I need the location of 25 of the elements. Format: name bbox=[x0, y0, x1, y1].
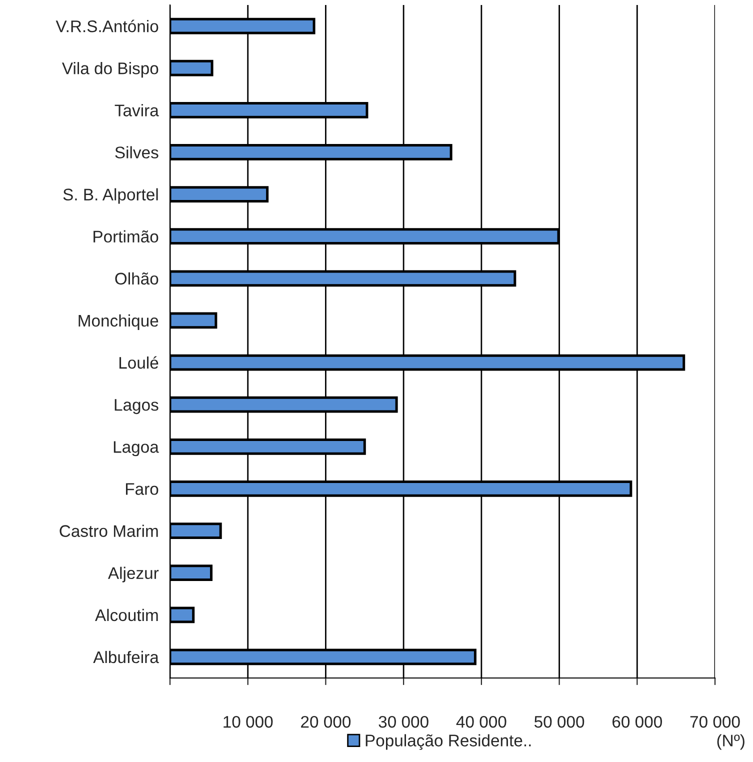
y-tick-label: Albufeira bbox=[93, 650, 159, 664]
x-tick-label: 70 000 bbox=[690, 716, 740, 728]
y-tick-label: Olhão bbox=[115, 272, 158, 285]
y-tick-label: Lagos bbox=[114, 399, 158, 414]
x-tick-label: 50 000 bbox=[534, 716, 584, 728]
y-tick-label: Faro bbox=[126, 483, 158, 495]
y-tick-label: Loulé bbox=[119, 356, 158, 369]
legend-label: População Residente.. bbox=[366, 734, 531, 750]
y-tick-label: Castro Marim bbox=[60, 524, 158, 537]
y-tick-label: V.R.S.António bbox=[56, 20, 158, 32]
y-tick-label: Silves bbox=[115, 146, 158, 158]
y-tick-label: Monchique bbox=[78, 314, 158, 330]
y-tick-label: Portimão bbox=[94, 230, 158, 243]
x-tick-label: 30 000 bbox=[378, 716, 428, 728]
y-tick-label: Aljezur bbox=[108, 566, 159, 582]
x-tick-label: 60 000 bbox=[612, 716, 662, 728]
y-tick-label: S. B. Alportel bbox=[63, 188, 158, 204]
y-tick-label: Vila do Bispo bbox=[62, 62, 158, 78]
x-tick-label: 40 000 bbox=[456, 716, 506, 728]
y-tick-label: Tavira bbox=[114, 104, 159, 116]
y-tick-label: Alcoutim bbox=[95, 608, 158, 622]
text: (Nº) bbox=[717, 734, 744, 750]
y-tick-label: Lagoa bbox=[114, 441, 159, 456]
x-tick-label: 10 000 bbox=[224, 716, 273, 728]
x-tick-label: 20 000 bbox=[301, 716, 351, 728]
